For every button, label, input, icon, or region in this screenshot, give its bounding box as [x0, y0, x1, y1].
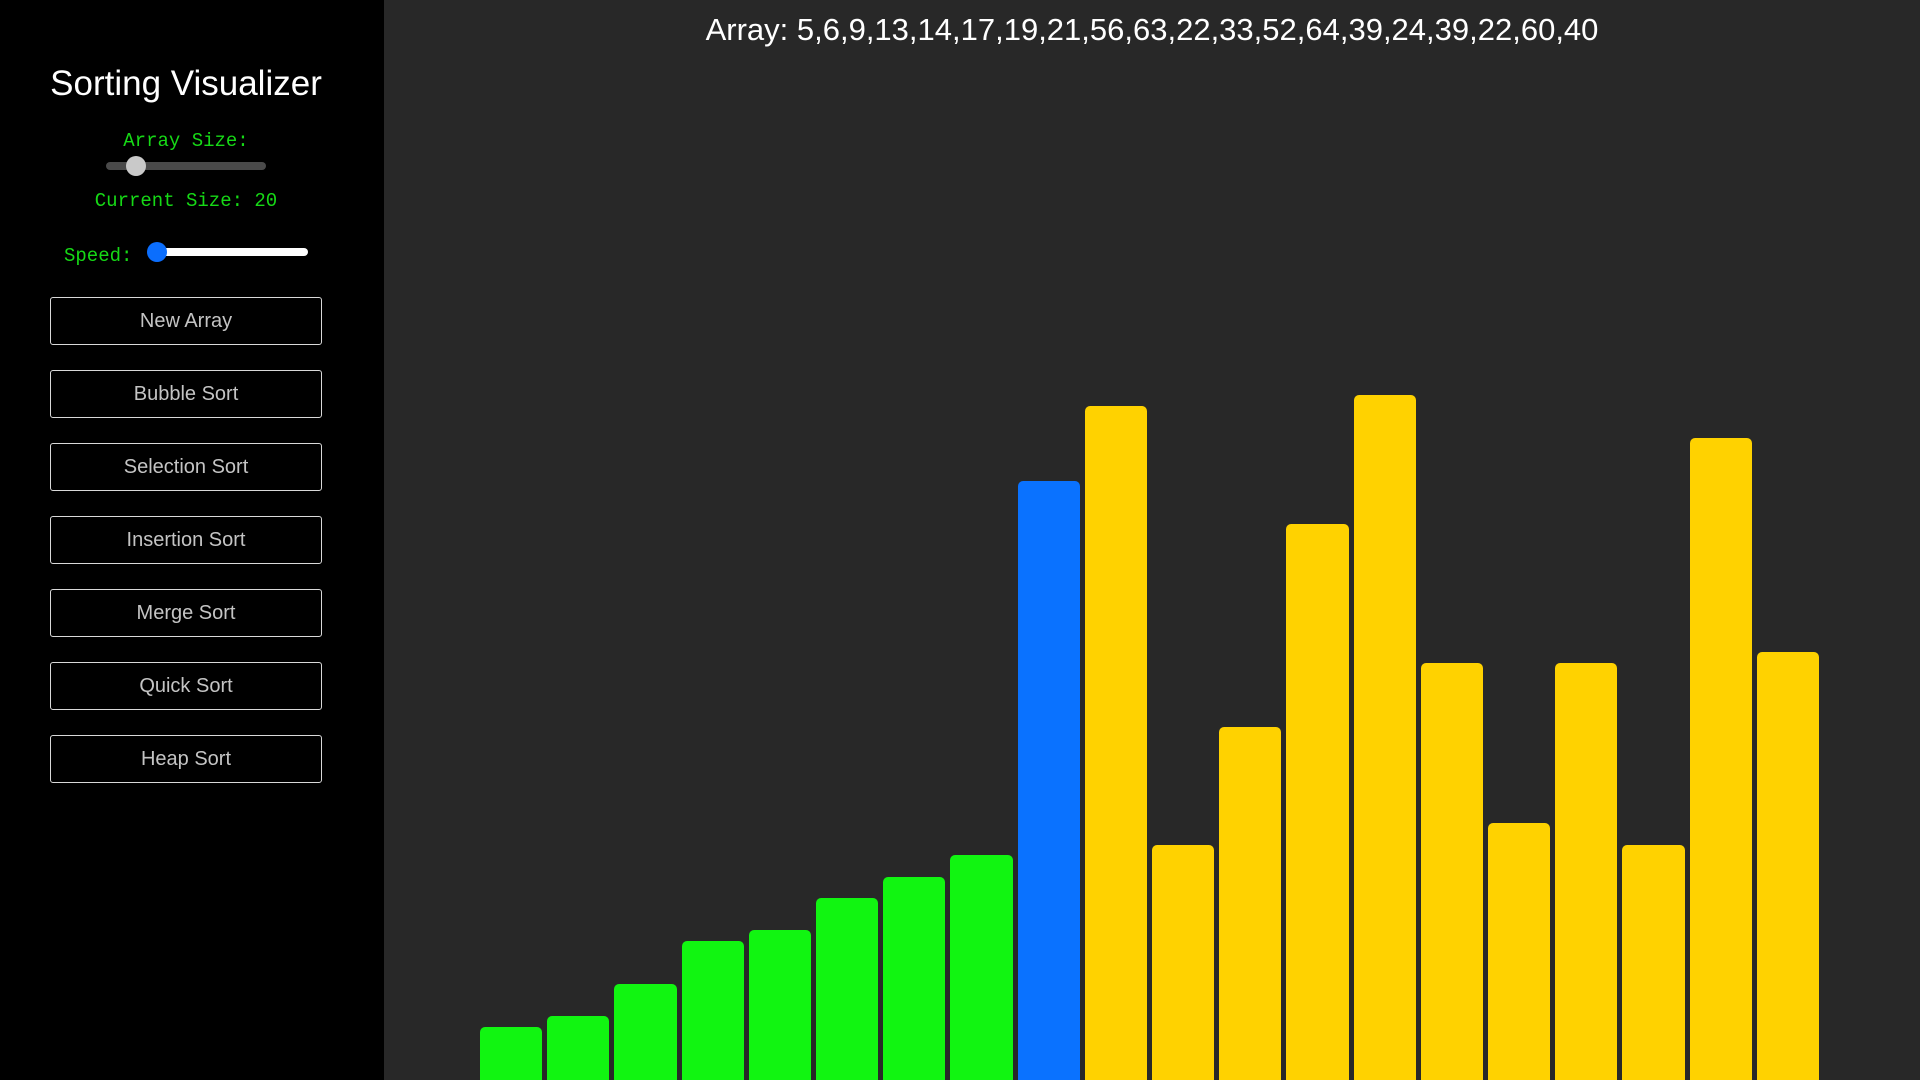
array-bar — [547, 1015, 610, 1080]
array-bar — [1084, 405, 1147, 1080]
new-array-button[interactable]: New Array — [50, 297, 322, 345]
array-display: Array: 5,6,9,13,14,17,19,21,56,63,22,33,… — [705, 12, 1599, 47]
array-size-slider-thumb[interactable] — [126, 156, 146, 176]
speed-label: Speed: — [64, 245, 133, 267]
speed-slider[interactable] — [148, 248, 308, 256]
array-bar — [1353, 395, 1416, 1080]
array-bar — [1488, 823, 1551, 1080]
array-bar — [1420, 662, 1483, 1080]
bars-area — [480, 0, 1824, 1080]
array-bar — [883, 876, 946, 1080]
array-bar — [1689, 438, 1752, 1080]
app-title: Sorting Visualizer — [50, 64, 322, 103]
array-bar — [816, 898, 879, 1080]
merge-sort-button[interactable]: Merge Sort — [50, 589, 322, 637]
quick-sort-button[interactable]: Quick Sort — [50, 662, 322, 710]
array-bar — [1622, 844, 1685, 1080]
array-bar — [480, 1026, 543, 1080]
array-bar — [1286, 523, 1349, 1080]
sidebar: Sorting Visualizer Array Size: Current S… — [0, 0, 384, 1080]
array-size-label: Array Size: — [123, 130, 249, 152]
array-bar — [1017, 480, 1080, 1080]
array-bar — [748, 930, 811, 1080]
array-bar — [950, 855, 1013, 1080]
sort-buttons: New Array Bubble Sort Selection Sort Ins… — [50, 297, 322, 808]
array-size-slider[interactable] — [106, 162, 266, 170]
speed-slider-thumb[interactable] — [147, 242, 167, 262]
array-bar — [681, 940, 744, 1080]
bubble-sort-button[interactable]: Bubble Sort — [50, 370, 322, 418]
selection-sort-button[interactable]: Selection Sort — [50, 443, 322, 491]
array-bar — [1555, 662, 1618, 1080]
visualizer-panel: Array: 5,6,9,13,14,17,19,21,56,63,22,33,… — [384, 0, 1920, 1080]
array-bar — [1152, 844, 1215, 1080]
array-bar — [1219, 726, 1282, 1080]
array-bar — [614, 983, 677, 1080]
current-size-text: Current Size: 20 — [94, 190, 278, 212]
array-bar — [1756, 652, 1819, 1080]
heap-sort-button[interactable]: Heap Sort — [50, 735, 322, 783]
insertion-sort-button[interactable]: Insertion Sort — [50, 516, 322, 564]
